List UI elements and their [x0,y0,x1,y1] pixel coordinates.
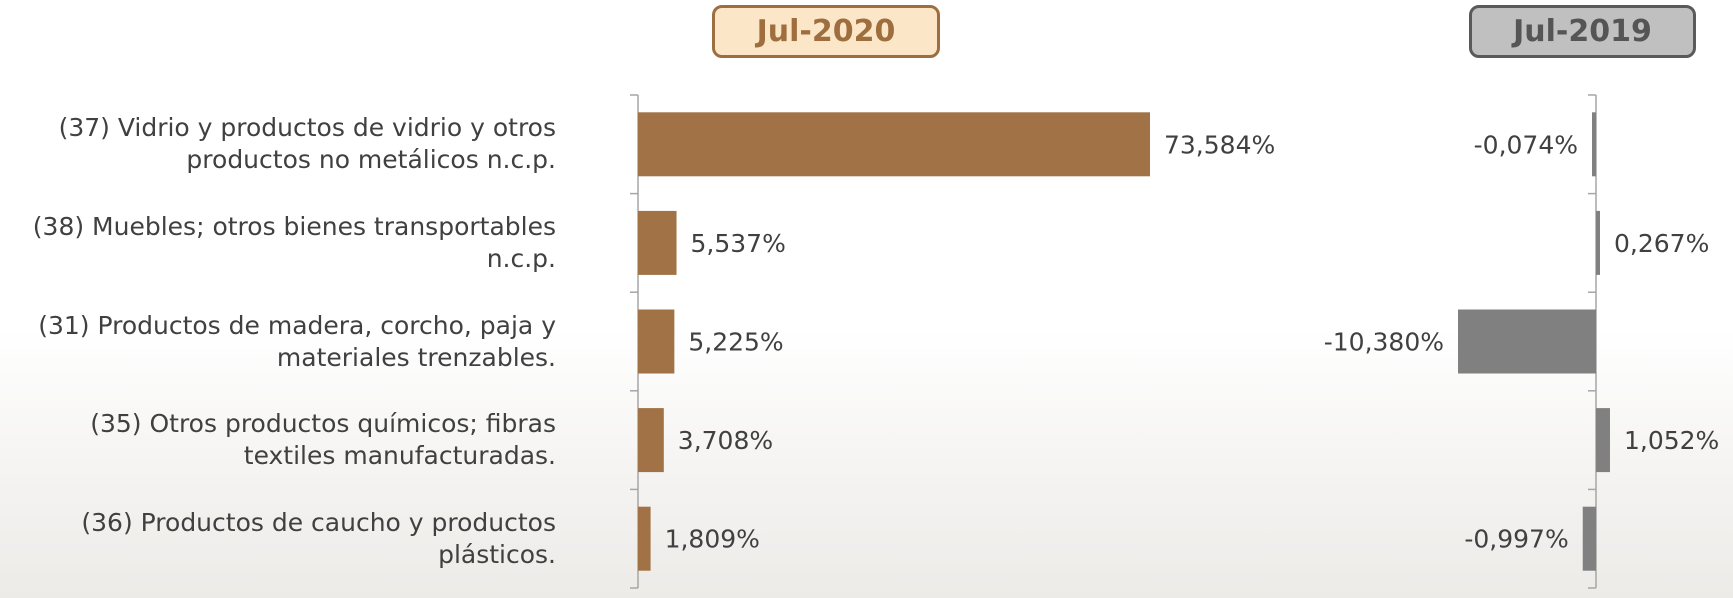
jul-2019-value-label: -10,380% [1324,328,1444,357]
category-label-line: (36) Productos de caucho y productos [81,507,556,537]
jul-2020-bar [638,210,677,275]
category-label: (31) Productos de madera, corcho, paja y… [0,310,556,374]
category-label: (35) Otros productos químicos; fibras tex… [0,408,556,472]
jul-2019-bar [1596,408,1610,473]
jul-2019-bar [1582,506,1596,571]
jul-2019-value-label: -0,074% [1474,130,1578,159]
category-label-line: plásticos. [438,539,556,569]
period-badge-jul-2020: Jul-2020 [712,5,940,58]
jul-2020-bar [638,408,664,473]
jul-2020-bar [638,112,1150,177]
category-label-line: textiles manufacturadas. [243,441,556,471]
jul-2020-bar [638,309,675,374]
jul-2019-bar [1596,210,1600,275]
jul-2019-bar [1592,112,1596,177]
jul-2019-value-label: -0,997% [1464,525,1568,554]
jul-2020-value-label: 5,225% [688,328,783,357]
category-label: (37) Vidrio y productos de vidrio y otro… [0,112,556,176]
category-label-line: n.c.p. [486,243,556,273]
jul-2019-bar [1458,309,1596,374]
category-label-line: (31) Productos de madera, corcho, paja y [38,310,556,340]
jul-2020-bar [638,506,651,571]
jul-2020-value-label: 1,809% [665,525,760,554]
category-label-line: materiales trenzables. [276,342,556,372]
category-label: (36) Productos de caucho y productos plás… [0,507,556,571]
category-label-line: (38) Muebles; otros bienes transportable… [32,211,556,241]
period-badge-jul-2019: Jul-2019 [1469,5,1696,58]
jul-2020-value-label: 5,537% [691,229,786,258]
jul-2019-value-label: 0,267% [1614,229,1709,258]
category-label-line: (37) Vidrio y productos de vidrio y otro… [58,113,556,143]
jul-2020-value-label: 3,708% [678,426,773,455]
category-label-line: productos no metálicos n.c.p. [186,145,556,175]
jul-2019-value-label: 1,052% [1624,426,1719,455]
category-label-line: (35) Otros productos químicos; fibras [90,409,556,439]
category-label: (38) Muebles; otros bienes transportable… [0,211,556,275]
jul-2020-value-label: 73,584% [1164,130,1275,159]
